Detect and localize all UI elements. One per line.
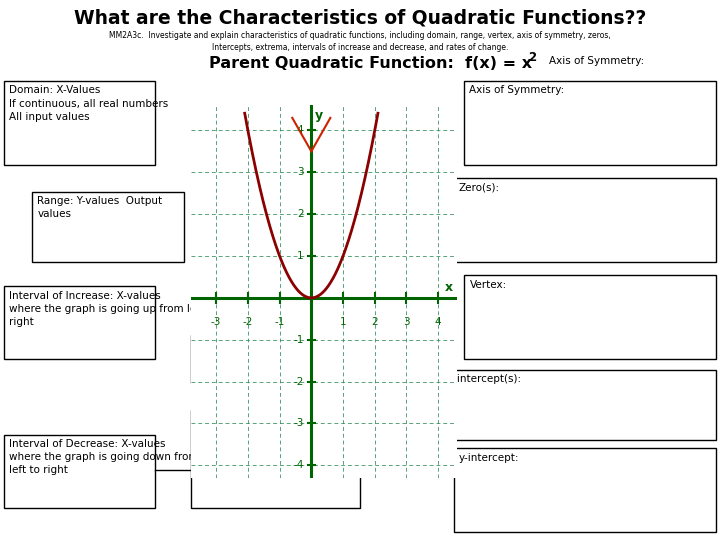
Text: 2: 2 <box>528 51 536 64</box>
Text: x-intercept(s):: x-intercept(s): <box>448 374 522 384</box>
Text: 4: 4 <box>435 317 441 327</box>
Text: 2: 2 <box>372 317 378 327</box>
FancyBboxPatch shape <box>464 81 716 165</box>
FancyBboxPatch shape <box>443 370 716 440</box>
FancyBboxPatch shape <box>454 178 716 262</box>
Text: -4: -4 <box>293 460 303 470</box>
Text: 2: 2 <box>297 209 303 219</box>
FancyBboxPatch shape <box>191 410 360 508</box>
Text: y-intercept:: y-intercept: <box>459 453 519 463</box>
Text: 1: 1 <box>340 317 346 327</box>
Text: Range: Y-values  Output
values: Range: Y-values Output values <box>37 196 163 219</box>
FancyBboxPatch shape <box>4 286 155 359</box>
Text: Rate of Change:: Rate of Change: <box>196 416 303 429</box>
Text: Vertex:: Vertex: <box>469 280 507 290</box>
Text: Domain: X-Values
If continuous, all real numbers
All input values: Domain: X-Values If continuous, all real… <box>9 85 168 122</box>
Text: Extrema: Maximum or Minimum Y-
values of the function: Extrema: Maximum or Minimum Y- values of… <box>196 339 375 362</box>
Text: Interval of Increase: X-values
where the graph is going up from left to
right: Interval of Increase: X-values where the… <box>9 291 217 327</box>
Text: -2: -2 <box>243 317 253 327</box>
FancyBboxPatch shape <box>464 275 716 359</box>
FancyBboxPatch shape <box>32 192 184 262</box>
FancyBboxPatch shape <box>4 81 155 165</box>
Text: x: x <box>445 281 454 294</box>
Text: 4: 4 <box>297 125 303 136</box>
Text: 3: 3 <box>403 317 410 327</box>
Text: Zero(s):: Zero(s): <box>459 183 500 193</box>
Text: -3: -3 <box>293 418 303 428</box>
Text: MM2A3c.  Investigate and explain characteristics of quadratic functions, includi: MM2A3c. Investigate and explain characte… <box>109 31 611 40</box>
Text: -1: -1 <box>293 335 303 345</box>
Text: Parent Quadratic Function:  f(x) = x: Parent Quadratic Function: f(x) = x <box>209 56 532 71</box>
Text: 1: 1 <box>297 251 303 261</box>
Text: 3: 3 <box>297 167 303 177</box>
FancyBboxPatch shape <box>191 335 360 383</box>
Text: -1: -1 <box>274 317 285 327</box>
Text: -2: -2 <box>293 376 303 387</box>
Text: y: y <box>315 109 323 122</box>
Text: Axis of Symmetry:: Axis of Symmetry: <box>469 85 564 96</box>
Text: -3: -3 <box>211 317 221 327</box>
Text: Interval of Decrease: X-values
where the graph is going down from
left to right: Interval of Decrease: X-values where the… <box>9 439 198 475</box>
Text: What are the Characteristics of Quadratic Functions??: What are the Characteristics of Quadrati… <box>74 8 646 27</box>
Text: Intercepts, extrema, intervals of increase and decrease, and rates of change.: Intercepts, extrema, intervals of increa… <box>212 43 508 52</box>
FancyBboxPatch shape <box>4 435 155 508</box>
Text: Axis of Symmetry:: Axis of Symmetry: <box>549 56 644 66</box>
Text: Variable due to curve: Variable due to curve <box>196 432 338 445</box>
FancyBboxPatch shape <box>454 448 716 532</box>
Text: AKA slope!: AKA slope! <box>262 416 338 429</box>
